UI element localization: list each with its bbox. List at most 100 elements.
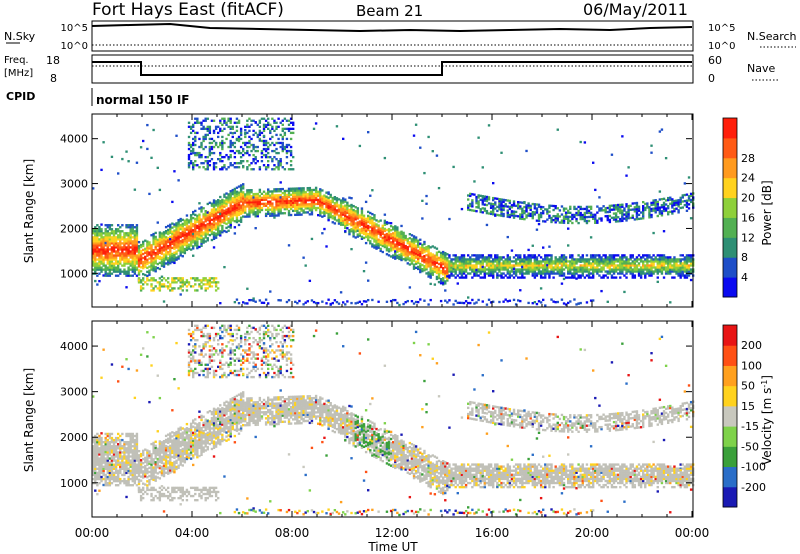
power-cell bbox=[473, 193, 476, 196]
power-cell bbox=[402, 245, 405, 249]
power-cell bbox=[371, 298, 374, 302]
power-cell bbox=[589, 207, 593, 210]
power-cell bbox=[350, 217, 353, 221]
power-cell bbox=[502, 208, 505, 212]
power-cell bbox=[402, 247, 405, 251]
power-cell bbox=[133, 262, 137, 265]
power-cell bbox=[273, 129, 276, 133]
power-cell bbox=[202, 239, 205, 242]
power-cell bbox=[187, 283, 191, 286]
power-cell bbox=[606, 256, 609, 259]
power-cell bbox=[464, 258, 468, 261]
power-cell bbox=[229, 204, 232, 207]
power-cell bbox=[192, 229, 195, 232]
power-cell bbox=[642, 260, 645, 263]
power-cell bbox=[146, 244, 149, 247]
power-cell bbox=[489, 260, 493, 263]
power-cell bbox=[135, 224, 139, 227]
power-cell bbox=[529, 206, 532, 209]
power-cell bbox=[239, 218, 243, 221]
power-cell bbox=[679, 268, 682, 271]
power-cell bbox=[389, 255, 393, 258]
power-cell bbox=[233, 201, 237, 205]
power-cell bbox=[200, 210, 203, 213]
power-cell bbox=[464, 262, 468, 265]
power-cell bbox=[117, 264, 120, 267]
power-cell bbox=[562, 272, 566, 275]
power-cell bbox=[302, 203, 305, 206]
power-cell bbox=[506, 258, 509, 261]
power-cell bbox=[464, 300, 468, 303]
power-cell bbox=[181, 226, 184, 230]
power-cell bbox=[239, 216, 243, 219]
power-cell bbox=[254, 145, 257, 149]
power-cell bbox=[98, 240, 101, 243]
power-cell bbox=[619, 264, 622, 267]
power-cell bbox=[383, 223, 387, 227]
power-cell bbox=[656, 204, 659, 208]
power-cell bbox=[408, 253, 412, 256]
power-cell bbox=[687, 266, 691, 269]
power-cell bbox=[292, 201, 295, 204]
power-cell bbox=[125, 248, 128, 251]
power-cell bbox=[250, 201, 253, 204]
power-cell bbox=[158, 245, 162, 248]
power-cell bbox=[273, 206, 276, 209]
power-cell bbox=[106, 226, 109, 229]
power-cell bbox=[189, 228, 193, 231]
power-cell bbox=[283, 133, 287, 137]
power-cell bbox=[635, 215, 639, 219]
power-cell bbox=[642, 256, 645, 259]
power-cell bbox=[158, 257, 162, 261]
power-cell bbox=[150, 279, 153, 282]
power-cell bbox=[229, 210, 232, 213]
power-cell bbox=[223, 203, 226, 206]
power-cell bbox=[371, 221, 374, 224]
power-cell bbox=[673, 276, 676, 279]
power-cell bbox=[196, 131, 199, 135]
power-cell bbox=[504, 264, 507, 267]
power-cell bbox=[192, 231, 195, 234]
power-cell bbox=[250, 162, 253, 165]
power-cell bbox=[144, 273, 147, 277]
power-cell bbox=[519, 201, 522, 204]
power-cell bbox=[96, 258, 99, 261]
power-cell bbox=[162, 247, 166, 250]
power-cell bbox=[202, 217, 205, 220]
power-cell bbox=[300, 195, 303, 198]
power-cell bbox=[152, 128, 155, 132]
power-cell bbox=[235, 204, 239, 208]
power-cell bbox=[254, 207, 257, 210]
power-cell bbox=[246, 287, 249, 290]
power-cell bbox=[160, 250, 164, 253]
power-cell bbox=[502, 262, 505, 265]
power-cell bbox=[531, 274, 534, 277]
power-cell bbox=[114, 246, 118, 249]
power-cell bbox=[94, 240, 97, 243]
power-cell bbox=[173, 287, 176, 290]
power-cell bbox=[200, 228, 203, 231]
power-cell bbox=[683, 199, 687, 203]
power-cell bbox=[448, 264, 451, 267]
power-cell bbox=[394, 245, 397, 248]
power-cell bbox=[229, 155, 232, 159]
power-cell bbox=[137, 253, 141, 256]
power-cell bbox=[200, 153, 203, 157]
power-cell bbox=[531, 254, 534, 257]
power-cell bbox=[606, 260, 609, 263]
power-cell bbox=[158, 233, 162, 236]
power-cell bbox=[525, 216, 528, 219]
power-cell bbox=[160, 275, 164, 278]
power-cell bbox=[508, 272, 512, 275]
power-cell bbox=[175, 256, 178, 259]
power-cell bbox=[471, 270, 474, 273]
power-cell bbox=[125, 250, 128, 253]
power-cell bbox=[567, 227, 570, 230]
power-cell bbox=[104, 248, 107, 251]
power-cell bbox=[208, 277, 212, 280]
power-cell bbox=[173, 253, 176, 256]
power-cell bbox=[135, 226, 139, 229]
power-cell bbox=[275, 188, 278, 191]
power-cell bbox=[623, 290, 626, 294]
power-cell bbox=[539, 262, 543, 265]
